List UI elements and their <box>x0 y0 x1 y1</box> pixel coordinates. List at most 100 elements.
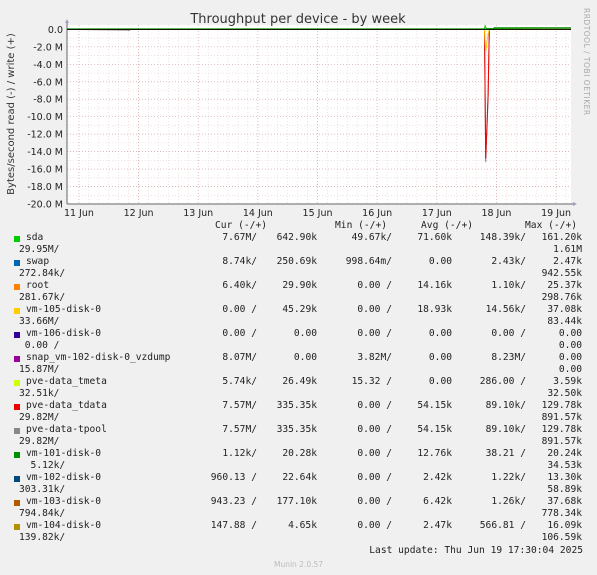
avg-read: 89.10k/ <box>485 400 526 411</box>
y-tick-label: 0.0 <box>48 25 63 36</box>
max-write: 83.44k <box>547 316 582 327</box>
max-write: 32.50k <box>547 388 582 399</box>
avg-write: 25.37k <box>547 280 582 291</box>
series-name: vm-101-disk-0 <box>26 448 102 459</box>
min-write: 54.15k <box>417 424 452 435</box>
min-write: 71.60k <box>417 232 452 243</box>
x-tick-label: 11 Jun <box>64 208 94 219</box>
last-update: Last update: Thu Jun 19 17:30:04 2025 <box>369 545 583 556</box>
cur-read: 7.57M/ <box>222 424 257 435</box>
avg-read: 1.22k/ <box>491 472 526 483</box>
series-name: vm-102-disk-0 <box>26 472 102 483</box>
min-read: 0.00 / <box>357 472 392 483</box>
y-tick-label: -16.0 M <box>27 165 63 176</box>
y-tick-label: -12.0 M <box>27 130 63 141</box>
min-read: 0.00 / <box>357 328 392 339</box>
avg-write: 2.47k <box>553 256 582 267</box>
cur-write: 4.65k <box>288 520 317 531</box>
legend-swatch <box>14 380 20 386</box>
legend-row: vm-106-disk-0 0.00 /0.00 0.00 /0.00 0.00 /0… <box>0 328 597 352</box>
y-tick-label: -20.0 M <box>27 200 63 211</box>
series-name: vm-104-disk-0 <box>26 520 102 531</box>
avg-write: 0.00 <box>558 352 582 363</box>
grid <box>67 25 571 205</box>
min-read: 0.00 / <box>357 496 392 507</box>
cur-read: 147.88 / <box>210 520 257 531</box>
avg-write: 129.78k <box>541 424 582 435</box>
avg-write: 20.24k <box>547 448 582 459</box>
legend-swatch <box>14 404 20 410</box>
legend-swatch <box>14 308 20 314</box>
cur-read: 0.00 / <box>222 304 257 315</box>
legend: Cur (-/+) Min (-/+) Avg (-/+) Max (-/+) … <box>0 220 597 544</box>
y-tick-label: -4.0 M <box>33 60 63 71</box>
avg-read: 0.00 / <box>491 328 526 339</box>
x-tick-label: 13 Jun <box>183 208 213 219</box>
avg-read: 148.39k/ <box>479 232 526 243</box>
cur-read: 0.00 / <box>222 328 257 339</box>
legend-swatch <box>14 356 20 362</box>
x-tick-label: 14 Jun <box>243 208 273 219</box>
max-read: 794.84k/ <box>19 508 66 519</box>
y-tick-label: -18.0 M <box>27 182 63 193</box>
series <box>66 24 571 163</box>
legend-row: vm-101-disk-0 1.12k/20.28k 0.00 / 12.76k 38.… <box>0 448 597 472</box>
legend-swatch <box>14 284 20 290</box>
plot-area <box>67 25 571 204</box>
cur-write: 250.69k <box>276 256 317 267</box>
legend-row: vm-104-disk-0 147.88 / 4.65k 0.00 / 2.47k 566… <box>0 520 597 544</box>
avg-write: 3.59k <box>553 376 582 387</box>
legend-swatch <box>14 452 20 458</box>
max-read: 5.12k/ <box>19 460 66 471</box>
x-axis-arrow <box>573 202 577 206</box>
min-write: 0.00 <box>428 256 452 267</box>
header-max: Max (-/+) <box>525 220 577 231</box>
max-write: 0.00 <box>558 340 582 351</box>
chart-title: Throughput per device - by week <box>189 12 406 27</box>
avg-write: 16.09k <box>547 520 582 531</box>
cur-read: 8.07M/ <box>222 352 257 363</box>
max-read: 272.84k/ <box>19 268 66 279</box>
cur-write: 177.10k <box>276 496 317 507</box>
cur-write: 29.90k <box>282 280 317 291</box>
max-write: 0.00 <box>558 364 582 375</box>
avg-write: 0.00 <box>558 328 582 339</box>
legend-row: pve-data_tmeta 5.74k/26.49k 15.32 / 0.00 286… <box>0 376 597 400</box>
max-read: 29.82M/ <box>19 436 60 447</box>
cur-read: 8.74k/ <box>222 256 257 267</box>
legend-swatch <box>14 500 20 506</box>
x-tick-label: 15 Jun <box>303 208 333 219</box>
series-name: pve-data_tdata <box>26 400 107 411</box>
max-write: 1.61M <box>553 244 582 255</box>
x-tick-label: 17 Jun <box>422 208 452 219</box>
avg-write: 13.30k <box>547 472 582 483</box>
avg-read: 1.26k/ <box>491 496 526 507</box>
max-read: 281.67k/ <box>19 292 66 303</box>
x-tick-label: 18 Jun <box>481 208 511 219</box>
legend-swatch <box>14 332 20 338</box>
y-tick-label: -2.0 M <box>33 42 63 53</box>
legend-row: sda 7.67M/642.90k 49.67k/71.60k 148.39k/161… <box>0 232 597 256</box>
cur-write: 45.29k <box>282 304 317 315</box>
header-avg: Avg (-/+) <box>421 220 473 231</box>
legend-swatch <box>14 524 20 530</box>
y-tick-label: -10.0 M <box>27 112 63 123</box>
series-name: swap <box>26 256 50 267</box>
cur-write: 642.90k <box>276 232 317 243</box>
avg-read: 89.10k/ <box>485 424 526 435</box>
series-name: pve-data_tmeta <box>26 376 107 387</box>
avg-read: 38.21 / <box>485 448 526 459</box>
cur-read: 5.74k/ <box>222 376 257 387</box>
cur-write: 335.35k <box>276 424 317 435</box>
max-write: 34.53k <box>547 460 582 471</box>
header-min: Min (-/+) <box>335 220 387 231</box>
legend-row: pve-data-tpool 7.57M/335.35k 0.00 / 54.15k 8… <box>0 424 597 448</box>
min-write: 2.42k <box>423 472 452 483</box>
max-read: 29.82M/ <box>19 412 60 423</box>
series-name: vm-103-disk-0 <box>26 496 102 507</box>
min-write: 2.47k <box>423 520 452 531</box>
legend-row: pve-data_tdata 7.57M/335.35k 0.00 / 54.15k 8… <box>0 400 597 424</box>
cur-read: 960.13 / <box>210 472 257 483</box>
legend-row: vm-105-disk-0 0.00 / 45.29k 0.00 / 18.93k 14.… <box>0 304 597 328</box>
avg-read: 2.43k/ <box>491 256 526 267</box>
